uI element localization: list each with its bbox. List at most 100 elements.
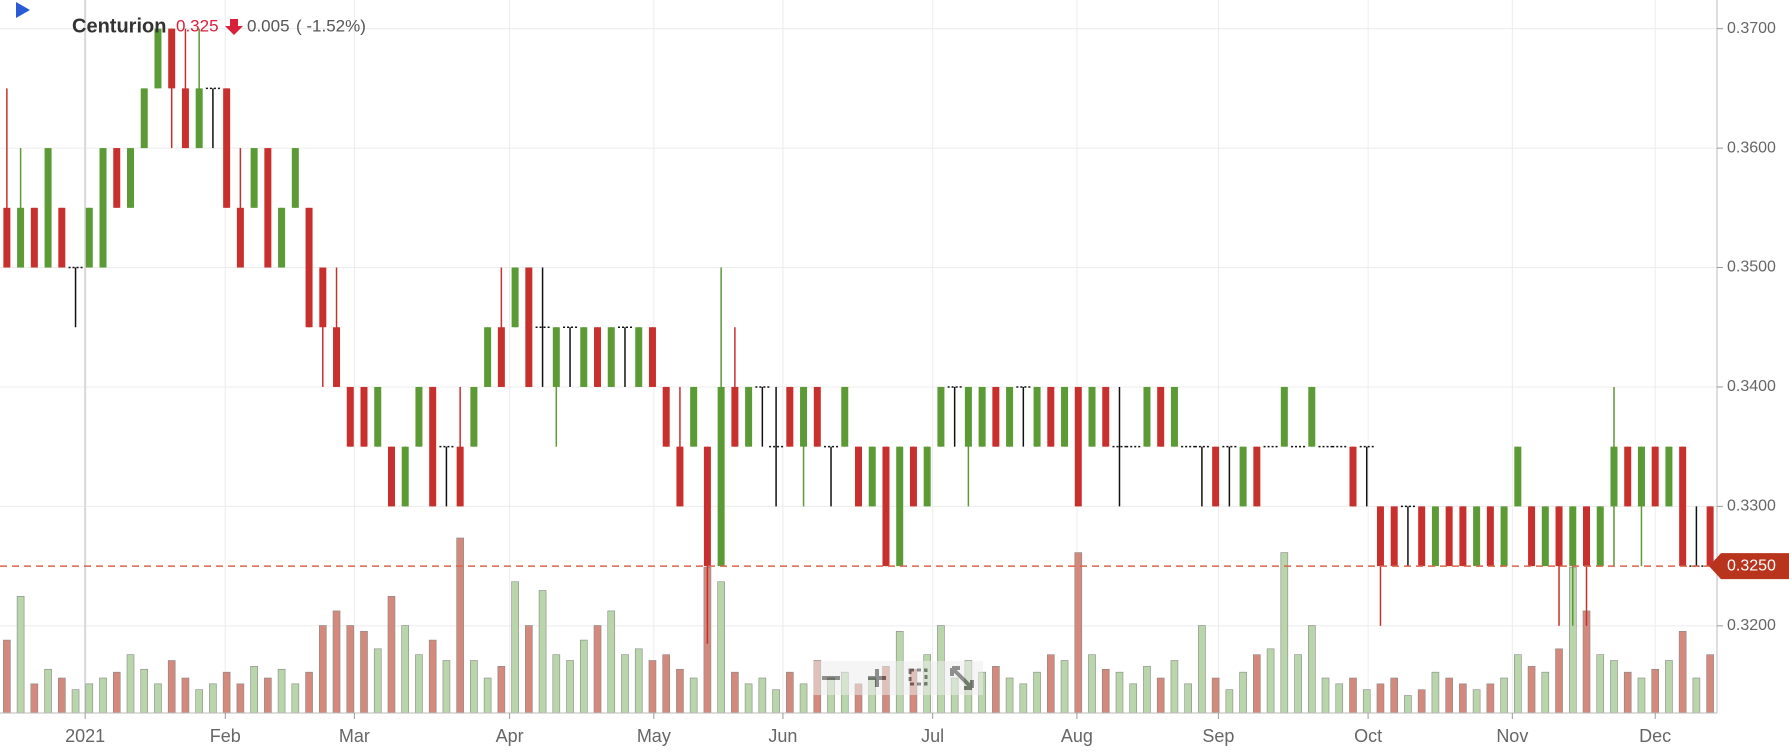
volume-bar [1596, 654, 1605, 714]
candle-body [1706, 506, 1714, 567]
candle-body [552, 327, 560, 387]
x-tick-label: May [637, 726, 671, 746]
candle-body [319, 267, 327, 328]
volume-bar [387, 596, 396, 714]
volume-bar [676, 668, 684, 714]
volume-bar [1101, 668, 1110, 714]
volume-bar [1280, 552, 1289, 714]
volume-bar [1417, 689, 1426, 714]
volume-bar [1115, 671, 1124, 714]
volume-bar [662, 654, 670, 714]
y-tick-label: 0.3600 [1727, 139, 1776, 156]
candle-body [401, 446, 409, 507]
candle-body [1514, 446, 1522, 507]
candle-body [745, 386, 753, 447]
volume-bar [250, 666, 258, 714]
volume-bar [1211, 677, 1220, 714]
candle-body [1239, 446, 1247, 507]
candle-body [17, 207, 25, 268]
candle-body [992, 386, 1000, 447]
candle-body [703, 446, 711, 567]
last-price: 0.325 [176, 16, 219, 35]
volume-bar [772, 689, 780, 714]
zoom-out[interactable] [822, 676, 840, 680]
candle-body [635, 327, 643, 387]
candle-body [855, 446, 862, 507]
candle-body [305, 207, 313, 328]
volume-bar [1294, 654, 1302, 714]
volume-bar [1486, 683, 1495, 714]
candle-body [800, 386, 808, 447]
candle-body [937, 386, 945, 447]
x-tick-label: Feb [210, 726, 241, 746]
volume-bar [277, 668, 286, 714]
volume-bar [1060, 660, 1069, 714]
volume-bar [1033, 671, 1041, 714]
volume-bar [1610, 660, 1618, 714]
zoom-fit[interactable] [908, 668, 928, 686]
volume-bar [264, 677, 272, 714]
volume-bar [1307, 625, 1316, 714]
candle-body [168, 28, 176, 89]
volume-bar [1623, 671, 1632, 714]
candle-body [195, 88, 203, 149]
candle-body [360, 386, 368, 447]
candle-body [909, 446, 917, 507]
volume-bar [44, 668, 52, 714]
volume-bar [167, 660, 176, 714]
candle-body [1637, 446, 1645, 507]
volume-bar [1156, 677, 1165, 714]
candle-body [1486, 506, 1494, 567]
volume-bar [1239, 671, 1247, 714]
volume-bar [1514, 654, 1522, 714]
volume-bar [1198, 625, 1206, 714]
volume-bar [1019, 683, 1028, 714]
change: 0.005 [247, 16, 290, 35]
menu-icon[interactable] [16, 2, 30, 18]
volume-bar [1253, 654, 1261, 714]
candle-body [580, 327, 588, 387]
x-tick-label: Nov [1496, 726, 1528, 746]
volume-bar [181, 677, 190, 714]
volume-bar [415, 654, 423, 714]
x-tick-label: Oct [1354, 726, 1382, 746]
volume-bar [1665, 660, 1673, 714]
candle-body [882, 446, 890, 567]
y-tick-label: 0.3300 [1727, 498, 1776, 515]
volume-bar [634, 648, 643, 714]
candle-body [1074, 386, 1082, 507]
volume-bar [1692, 677, 1701, 714]
volume-bar [538, 590, 547, 714]
volume-bar [1541, 671, 1550, 714]
candle-body [978, 386, 986, 447]
volume-bar [1170, 660, 1179, 714]
volume-bar [140, 668, 149, 714]
volume-bar [346, 625, 355, 714]
x-tick-label: Jul [921, 726, 944, 746]
candle-body [1445, 506, 1453, 567]
candle-body [923, 446, 931, 507]
candle-body [1418, 506, 1426, 567]
x-tick-label: 2021 [65, 726, 105, 746]
candle-body [140, 88, 148, 149]
volume-bar [786, 671, 794, 714]
candle-body [154, 28, 162, 89]
volume-bar [1266, 648, 1275, 714]
volume-bar [1678, 631, 1687, 714]
zoom-in[interactable] [868, 669, 886, 687]
x-tick-label: Aug [1061, 726, 1093, 746]
volume-bar [401, 625, 410, 714]
zoom-reset[interactable] [950, 666, 974, 690]
volume-bar [483, 677, 492, 714]
candle-body [1569, 506, 1577, 567]
candle-body [731, 386, 739, 447]
candle-body [1459, 506, 1467, 567]
volume-bar [1047, 654, 1055, 714]
volume-bar [1651, 668, 1659, 714]
candle-body [1088, 386, 1096, 447]
volume-bar [195, 689, 203, 714]
price-layer [3, 28, 1714, 644]
volume-bar [1335, 683, 1344, 714]
